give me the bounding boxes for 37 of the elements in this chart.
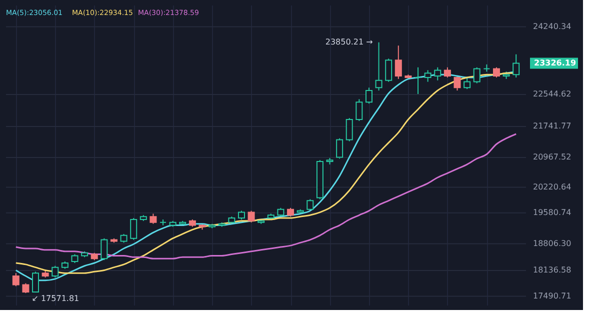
candlestick (464, 76, 471, 90)
candlestick (356, 98, 363, 122)
candlestick (100, 238, 108, 261)
candlestick (473, 66, 480, 84)
candlestick (492, 66, 500, 78)
candlestick (375, 42, 382, 92)
candlestick (424, 70, 432, 82)
candlestick (512, 54, 520, 78)
candlestick (336, 138, 344, 160)
annotation: ↙ 17571.81 (32, 294, 80, 304)
candlestick (434, 66, 442, 81)
candlestick (385, 58, 392, 82)
candlestick (22, 282, 30, 294)
y-tick-label: 24240.34 (533, 22, 572, 31)
y-tick-label: 18136.58 (533, 266, 572, 275)
y-tick-label: 18806.30 (533, 238, 572, 248)
candlestick (454, 76, 461, 92)
candlestick (150, 213, 157, 224)
y-tick-label: 19580.74 (533, 208, 572, 217)
annotation: 23850.21 → (325, 37, 374, 46)
y-tick-label: 20967.52 (533, 152, 572, 162)
text: 23326.19 (534, 58, 576, 68)
candlestick (346, 118, 353, 142)
candlestick (32, 271, 40, 292)
y-tick-label: 22544.62 (533, 89, 572, 98)
y-tick-label: 17490.71 (533, 291, 572, 300)
candlestick (248, 210, 255, 223)
candlestick (12, 272, 20, 287)
y-tick-label: 20220.64 (533, 182, 572, 192)
y-tick-label: 21741.77 (533, 122, 572, 131)
candlestick (394, 45, 402, 80)
candlestick (365, 87, 372, 104)
line-series (15, 133, 517, 260)
candlestick (414, 66, 422, 96)
candlestick (444, 66, 451, 78)
candlestick (130, 218, 138, 240)
candlestick (52, 265, 59, 278)
